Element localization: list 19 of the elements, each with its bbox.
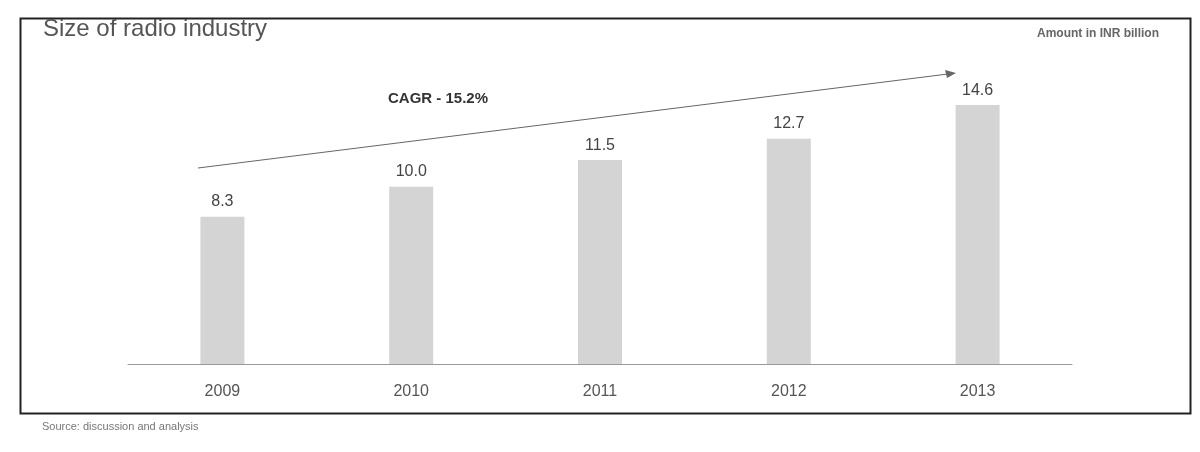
data-label: 10.0 [395, 162, 427, 180]
text: Amount in INR billion [1037, 26, 1159, 40]
x-tick-label: 2011 [582, 381, 618, 399]
source-note: Source: discussion and analysis [42, 419, 200, 432]
data-label: 12.7 [773, 114, 805, 132]
bar [389, 186, 434, 364]
x-tick-label: 2013 [959, 381, 996, 399]
bar [578, 160, 622, 364]
bar [955, 105, 1000, 364]
data-label: 11.5 [585, 135, 616, 153]
chart-title: Size of radio industry [43, 13, 268, 41]
data-label: 8.3 [211, 192, 234, 210]
data-label: 14.6 [962, 80, 994, 98]
bar [200, 216, 245, 364]
x-tick-label: 2010 [393, 381, 430, 399]
bar [766, 138, 811, 364]
annotation: CAGR - 15.2% [388, 89, 489, 106]
x-tick-label: 2009 [204, 381, 241, 399]
x-tick-label: 2012 [771, 381, 807, 399]
